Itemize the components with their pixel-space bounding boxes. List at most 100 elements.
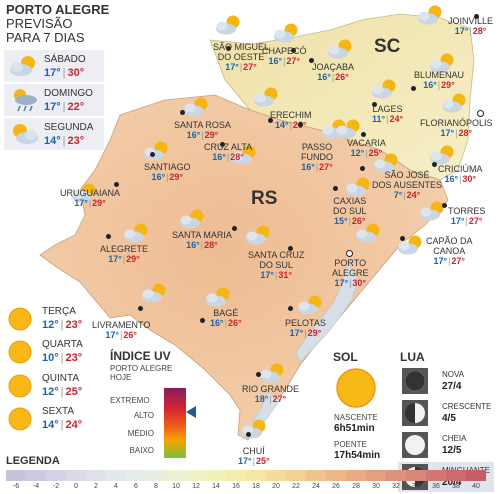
uv-title: ÍNDICE UV <box>110 349 171 363</box>
city-name: TORRES <box>448 206 486 216</box>
city-marker <box>411 86 416 91</box>
temp-min: 17° <box>105 330 119 340</box>
city-temps: 17°|29° <box>74 198 106 208</box>
temp-min: 12° <box>42 319 59 331</box>
forecast-temps: 10° | 23° <box>42 352 83 364</box>
city-temps: 11°|24° <box>372 114 404 124</box>
sunrise-label: NASCENTE <box>334 413 378 422</box>
temp-max: 27° <box>272 394 287 404</box>
moon-phase-row: NOVA 27/4 <box>398 366 494 396</box>
forecast-day-name: QUINTA <box>42 373 80 384</box>
city-marker <box>309 58 314 63</box>
legend-tick-label: 30 <box>372 483 380 490</box>
temp-min: 14° <box>274 120 289 130</box>
forecast-day-name: SEGUNDA <box>44 122 94 133</box>
city-marker <box>106 234 111 239</box>
sun-icon <box>8 307 32 331</box>
temp-min: 18° <box>254 394 269 404</box>
moon-phase-date: 4/5 <box>442 413 456 424</box>
header-line-3: PARA 7 DIAS <box>6 30 85 45</box>
temp-max: 27° <box>451 256 466 266</box>
city-marker <box>361 132 366 137</box>
temp-max: 24° <box>406 190 421 200</box>
forecast-day: SÁBADO 17° | 30° <box>4 50 104 82</box>
city-marker <box>114 182 119 187</box>
legend-tick-label: 4 <box>114 483 118 490</box>
city-name: BAGÉ <box>213 308 239 318</box>
city-marker <box>333 186 338 191</box>
city-label: CHUÍ 17°|25° <box>238 446 270 466</box>
city-name: DO SUL <box>333 206 367 216</box>
city-marker <box>400 236 405 241</box>
temp-min: 12° <box>350 148 365 158</box>
city-marker <box>232 226 237 231</box>
city-name: VACARIA <box>347 138 386 148</box>
uv-subtitle: PORTO ALEGRE HOJE <box>110 364 172 382</box>
moon-phase-row: CHEIA 12/5 <box>398 430 494 460</box>
city-marker <box>288 306 293 311</box>
legend-swatch <box>446 470 466 481</box>
uv-level-extremo: EXTREMO <box>110 396 150 405</box>
city-temps: 17°|26° <box>105 330 137 340</box>
sun-cloud-icon <box>72 183 96 203</box>
city-label: BLUMENAU 16°|29° <box>414 70 464 90</box>
sun-icon <box>8 374 32 398</box>
sun-icon <box>8 340 32 364</box>
sun-icon <box>336 368 376 408</box>
sun-cloud-icon <box>144 141 168 161</box>
city-name: RIO GRANDE <box>242 384 300 394</box>
city-temps: 15°|26° <box>333 216 366 226</box>
header-line-1: PORTO ALEGRE <box>6 2 110 17</box>
legend-swatch <box>6 470 26 481</box>
legend-swatch <box>306 470 326 481</box>
legend-swatch <box>166 470 186 481</box>
temp-max: 23° <box>67 135 85 147</box>
moon-phase-name: NOVA <box>442 370 465 379</box>
city-marker <box>220 142 225 147</box>
uv-pointer-icon <box>186 406 196 418</box>
uv-subtitle-line-2: HOJE <box>110 373 132 382</box>
legend-swatch <box>286 470 306 481</box>
sun-cloud-icon <box>274 23 298 43</box>
city-name: PASSO <box>301 142 333 152</box>
sun-cloud-icon <box>124 223 148 243</box>
temp-min: 17° <box>74 198 88 208</box>
sun-cloud-icon <box>142 283 166 303</box>
temp-max: 24° <box>389 114 404 124</box>
legend-swatch <box>206 470 226 481</box>
temp-min: 17° <box>433 256 448 266</box>
city-name: PORTO <box>334 258 367 268</box>
temp-max: 22° <box>67 101 85 113</box>
header: PORTO ALEGRE PREVISÃO PARA 7 DIAS <box>6 3 109 45</box>
temp-max: 25° <box>65 386 83 398</box>
temp-min: 16° <box>186 240 200 250</box>
sunrise-time: 6h51min <box>334 423 375 434</box>
city-temps: 17°|25° <box>238 456 270 466</box>
city-name: ALEGRETE <box>100 244 149 254</box>
temp-min: 16° <box>212 152 226 162</box>
temp-max: 26° <box>123 330 137 340</box>
city-label: CRICIÚMA 16°|30° <box>438 164 483 184</box>
temp-min: 17° <box>225 62 239 72</box>
uv-scale-bar <box>164 388 186 458</box>
temp-min: 17° <box>440 128 455 138</box>
city-temps: 18°|27° <box>254 394 287 404</box>
temp-min: 12° <box>42 386 59 398</box>
city-label: LAGES 11°|24° <box>372 104 403 124</box>
legend-swatch <box>86 470 106 481</box>
legend-swatch <box>66 470 86 481</box>
sun-cloud-icon <box>184 97 208 117</box>
city-temps: 16°|28° <box>186 240 218 250</box>
city-marker <box>432 162 437 167</box>
sun-cloud-icon <box>246 225 270 245</box>
sun-cloud-icon <box>430 53 454 73</box>
city-label: PORTO ALEGRE 17°|30° <box>332 258 369 288</box>
lagoa-dos-patos <box>295 261 359 363</box>
city-name: SANTIAGO <box>144 162 191 172</box>
city-marker <box>298 122 303 127</box>
city-label: JOINVILLE 17°|28° <box>448 16 493 36</box>
city-temps: 16°|26° <box>210 318 242 328</box>
forecast-temps: 17° | 22° <box>44 101 85 113</box>
